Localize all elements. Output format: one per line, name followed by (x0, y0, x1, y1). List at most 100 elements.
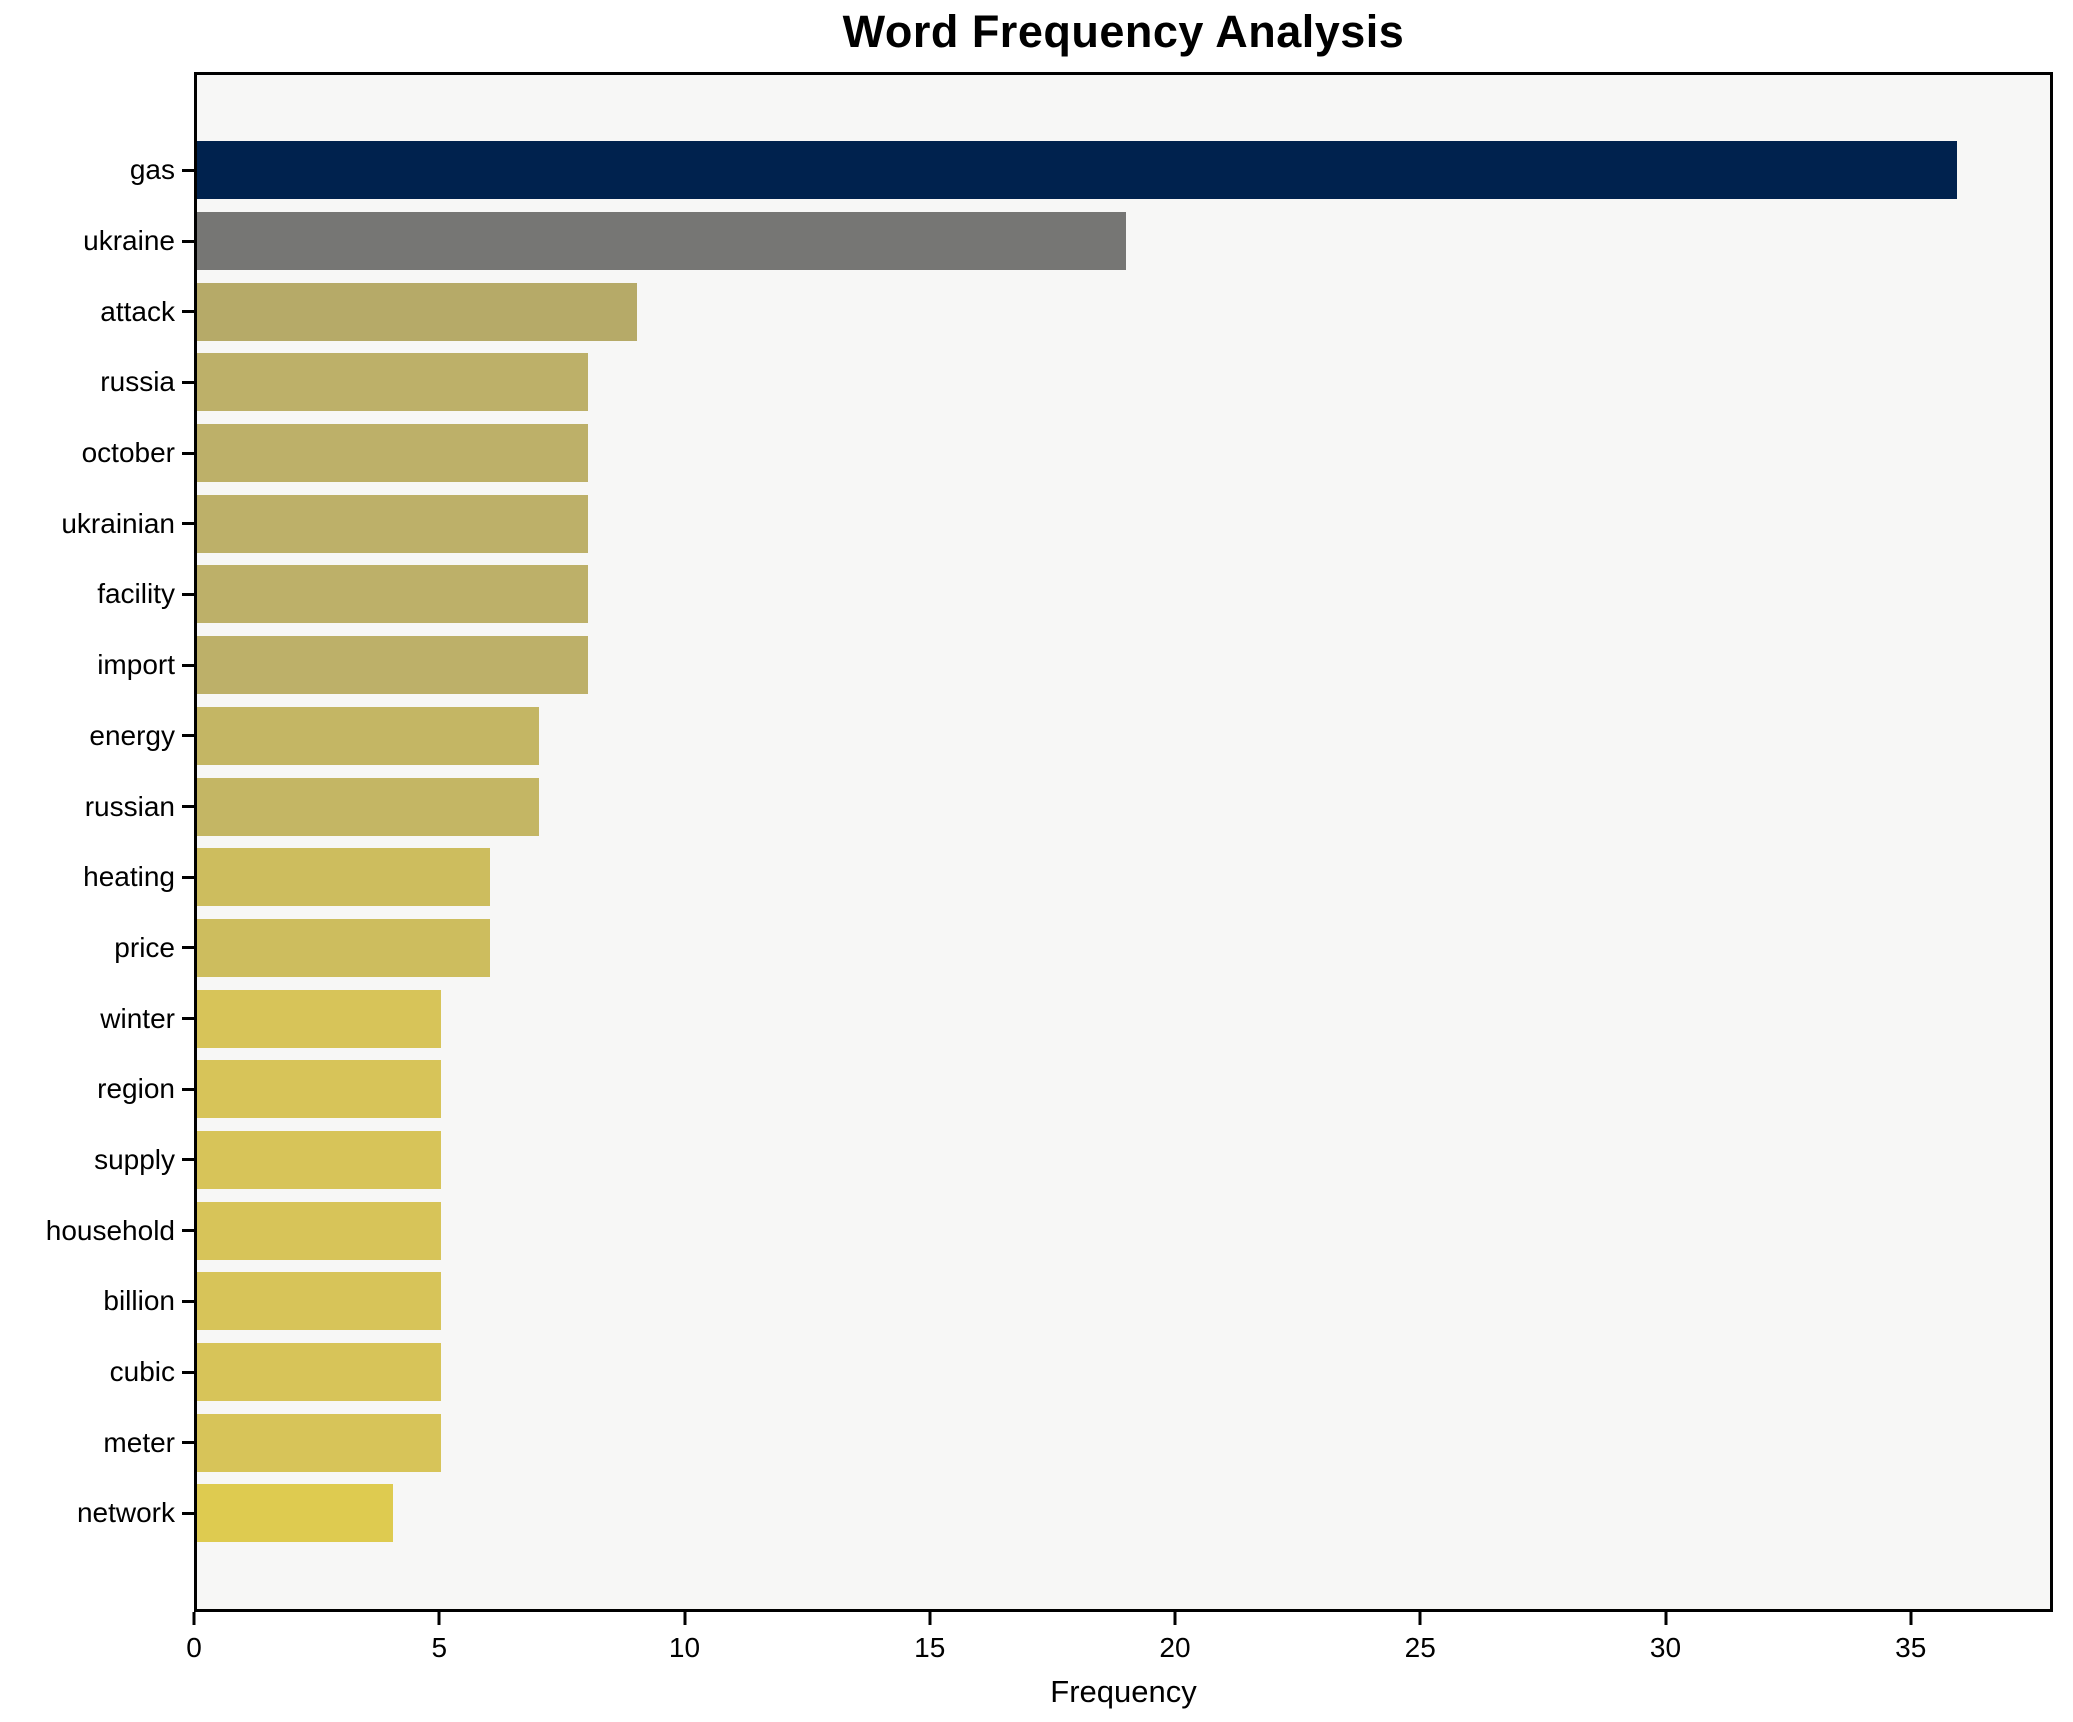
y-tick-row: russian (0, 771, 194, 842)
y-tick-mark (182, 1299, 194, 1303)
y-tick-mark (182, 1087, 194, 1091)
y-tick-label: import (97, 649, 175, 681)
x-tick-mark (1664, 1612, 1667, 1625)
y-tick-label: price (114, 931, 175, 963)
y-tick-row: facility (0, 559, 194, 630)
x-tick-mark (1418, 1612, 1422, 1625)
bar-row (197, 1054, 2050, 1125)
y-tick-row: energy (0, 701, 194, 772)
y-tick-mark (182, 946, 194, 950)
y-tick-label: ukrainian (61, 507, 175, 539)
y-tick-mark (182, 1229, 194, 1233)
bar-row (197, 276, 2050, 347)
y-tick-label: billion (103, 1285, 175, 1317)
y-tick-row: ukrainian (0, 488, 194, 559)
y-tick-label: supply (94, 1143, 175, 1175)
y-tick-row: price (0, 913, 194, 984)
bar-row (197, 1407, 2050, 1478)
bar-row (197, 418, 2050, 489)
y-tick-mark (182, 310, 194, 314)
x-tick-label: 15 (914, 1632, 946, 1663)
y-tick-row: region (0, 1054, 194, 1125)
y-tick-row: russia (0, 347, 194, 418)
y-tick-mark (182, 380, 194, 384)
y-tick-mark (182, 875, 194, 879)
y-tick-row: network (0, 1478, 194, 1549)
y-tick-mark (182, 1511, 194, 1515)
y-tick-row: october (0, 418, 194, 489)
x-tick-mark (1173, 1612, 1177, 1625)
bar-row (197, 842, 2050, 913)
bar-network (197, 1484, 393, 1543)
bar-russian (197, 777, 540, 836)
plot-area (194, 72, 2053, 1612)
bar-row (197, 206, 2050, 277)
y-tick-row: billion (0, 1266, 194, 1337)
bar-row (197, 913, 2050, 984)
bar-attack (197, 282, 638, 341)
y-tick-label: october (81, 437, 175, 469)
y-tick-mark (182, 451, 194, 455)
bar-gas (197, 141, 1958, 200)
bar-winter (197, 989, 442, 1048)
y-tick-label: attack (100, 295, 175, 327)
y-tick-mark (182, 168, 194, 172)
y-tick-label: household (45, 1214, 175, 1246)
bar-energy (197, 706, 540, 765)
bar-row (197, 347, 2050, 418)
y-tick-label: cubic (109, 1356, 175, 1388)
y-tick-mark (182, 734, 194, 738)
y-tick-row: gas (0, 135, 194, 206)
x-tick-mark (683, 1612, 686, 1625)
bar-october (197, 424, 589, 483)
x-tick-label: 5 (431, 1632, 448, 1663)
y-tick-row: meter (0, 1407, 194, 1478)
y-tick-mark (182, 592, 194, 596)
y-tick-label: region (97, 1073, 175, 1105)
bar-import (197, 636, 589, 695)
x-tick-mark (192, 1612, 196, 1625)
chart-title: Word Frequency Analysis (842, 6, 1405, 57)
y-tick-label: facility (97, 578, 175, 610)
bar-supply (197, 1130, 442, 1189)
y-tick-label: network (76, 1497, 175, 1529)
y-tick-label: meter (103, 1426, 175, 1458)
bar-row (197, 771, 2050, 842)
y-tick-mark (182, 1158, 194, 1162)
bar-row (197, 1478, 2050, 1549)
y-tick-mark (182, 1017, 194, 1021)
bar-meter (197, 1413, 442, 1472)
x-tick-label: 35 (1895, 1632, 1927, 1663)
y-tick-row: winter (0, 983, 194, 1054)
y-tick-label: russian (84, 790, 175, 822)
x-tick-label: 25 (1404, 1632, 1436, 1663)
bars-container (197, 75, 2050, 1609)
y-tick-mark (182, 239, 194, 243)
y-tick-label: russia (100, 366, 175, 398)
bar-row (197, 1125, 2050, 1196)
y-tick-label: ukraine (83, 225, 175, 257)
x-tick-mark (437, 1612, 441, 1625)
y-tick-mark (182, 663, 194, 667)
x-axis-title: Frequency (1050, 1674, 1197, 1709)
x-tick-label: 20 (1159, 1632, 1191, 1663)
y-tick-row: import (0, 630, 194, 701)
x-axis: Frequency 0 5 10 15 20 25 30 35 (186, 1612, 2053, 1722)
bar-billion (197, 1272, 442, 1331)
y-tick-label: winter (100, 1002, 175, 1034)
y-tick-row: household (0, 1195, 194, 1266)
y-tick-row: supply (0, 1125, 194, 1196)
bar-row (197, 1195, 2050, 1266)
bar-cubic (197, 1343, 442, 1402)
bar-ukraine (197, 212, 1126, 271)
x-tick-label: 30 (1649, 1632, 1682, 1663)
x-tick-mark (1909, 1612, 1913, 1625)
x-tick-mark (928, 1612, 932, 1625)
bar-row (197, 983, 2050, 1054)
y-tick-label: energy (89, 719, 175, 751)
bar-heating (197, 848, 491, 907)
y-tick-row: cubic (0, 1337, 194, 1408)
bar-region (197, 1060, 442, 1119)
bar-russia (197, 353, 589, 412)
